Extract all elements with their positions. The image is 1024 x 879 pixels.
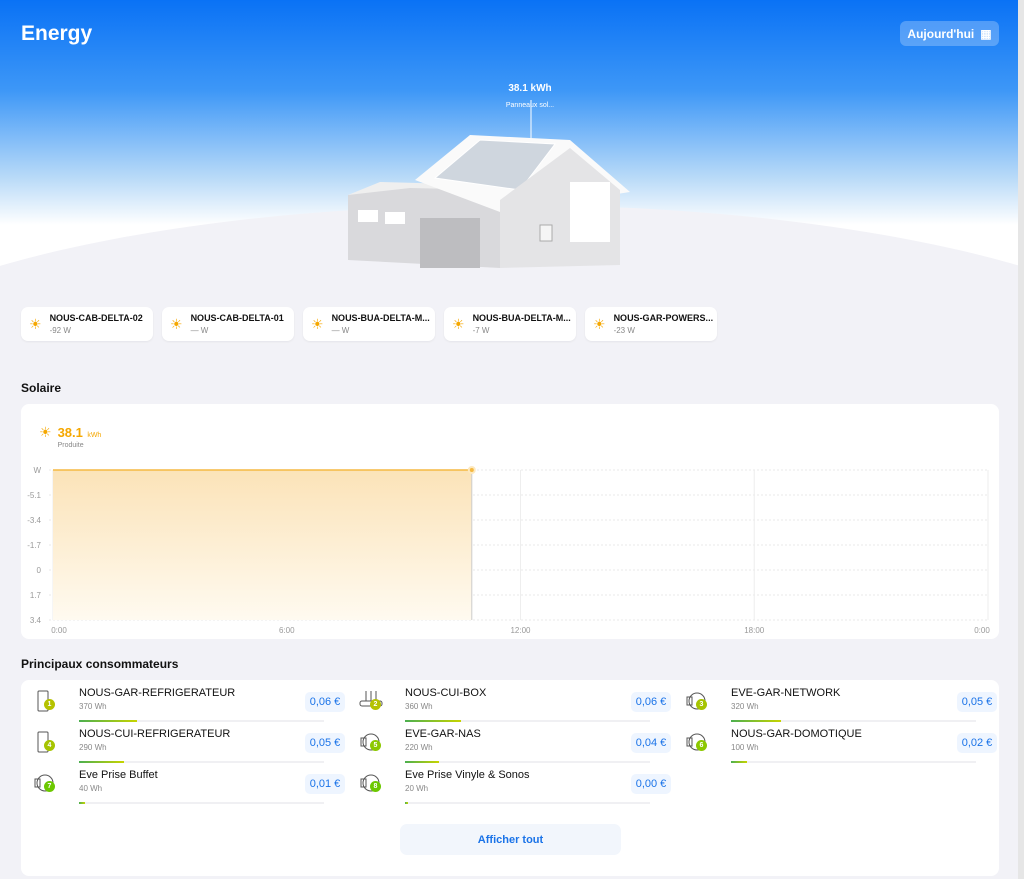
- device-card[interactable]: ☀ NOUS-BUA-DELTA-M... -7 W: [444, 307, 576, 341]
- house-illustration: [348, 100, 630, 268]
- date-button[interactable]: Aujourd'hui ▦: [900, 21, 999, 46]
- consumption-bar: [731, 720, 976, 722]
- x-tick-label: 12:00: [510, 626, 531, 635]
- device-list: ☀ NOUS-CAB-DELTA-02 -92 W ☀ NOUS-CAB-DELTA-0…: [21, 307, 717, 341]
- consumer-item[interactable]: 5 EVE-GAR-NAS 220 Wh 0,04 €: [358, 726, 671, 764]
- solar-card: ☀ 38.1 kWh Produite W -5.1 -3.4 -1.7 0 1.7 3.4 0…: [21, 404, 999, 639]
- consumption-bar: [405, 761, 650, 763]
- y-tick-label: 1.7: [30, 591, 42, 600]
- consumer-item[interactable]: 7 Eve Prise Buffet 40 Wh 0,01 €: [32, 767, 345, 805]
- consumer-item[interactable]: 4 NOUS-CUI-REFRIGERATEUR 290 Wh 0,05 €: [32, 726, 345, 764]
- solar-chart[interactable]: W -5.1 -3.4 -1.7 0 1.7 3.4 0:00 6:00 12:00 18:00 0:…: [21, 404, 999, 639]
- sun-icon: ☀: [452, 315, 465, 332]
- solar-total[interactable]: 38.1 kWh Panneaux sol...: [505, 83, 555, 109]
- sun-icon: ☀: [311, 315, 324, 332]
- consumption-bar: [731, 761, 976, 763]
- y-tick-label: -5.1: [27, 491, 41, 500]
- consumer-item[interactable]: 2 NOUS-CUI-BOX 360 Wh 0,06 €: [358, 685, 671, 723]
- consumption-bar: [79, 802, 324, 804]
- consumption-bar: [405, 802, 650, 804]
- page-title: Energy: [21, 22, 93, 45]
- sun-icon: ☀: [39, 424, 52, 440]
- y-tick-label: -3.4: [27, 516, 41, 525]
- x-tick-label: 18:00: [744, 626, 765, 635]
- data-point[interactable]: [467, 466, 476, 474]
- y-tick-label: W: [33, 466, 41, 475]
- y-tick-label: 3.4: [30, 616, 42, 625]
- consumer-item[interactable]: 1 NOUS-GAR-REFRIGERATEUR 370 Wh 0,06 €: [32, 685, 345, 723]
- y-tick-label: 0: [37, 566, 42, 575]
- device-card[interactable]: ☀ NOUS-CAB-DELTA-02 -92 W: [21, 307, 153, 341]
- scrollbar[interactable]: [1018, 0, 1024, 879]
- device-card[interactable]: ☀ NOUS-BUA-DELTA-M... — W: [303, 307, 435, 341]
- solar-area: [53, 470, 472, 620]
- calendar-icon: ▦: [980, 26, 992, 41]
- consumers-card: Afficher tout 1 NOUS-GAR-REFRIGERATEUR 3…: [21, 680, 999, 876]
- consumers-heading: Principaux consommateurs: [21, 657, 179, 671]
- consumer-item[interactable]: 6 NOUS-GAR-DOMOTIQUE 100 Wh 0,02 €: [684, 726, 997, 764]
- solar-heading: Solaire: [21, 381, 62, 395]
- device-card[interactable]: ☀ NOUS-CAB-DELTA-01— W: [162, 307, 294, 341]
- sun-icon: ☀: [593, 315, 606, 332]
- x-tick-label: 0:00: [974, 626, 990, 635]
- device-card[interactable]: ☀ NOUS-GAR-POWERS... -23 W: [585, 307, 717, 341]
- consumption-bar: [79, 720, 324, 722]
- consumption-bar: [79, 761, 324, 763]
- x-tick-label: 6:00: [279, 626, 295, 635]
- consumption-bar: [405, 720, 650, 722]
- show-all-button[interactable]: Afficher tout: [400, 824, 621, 855]
- hero: Energy Aujourd'hui ▦ 38.1 kWh Panneaux sol…: [0, 0, 1018, 300]
- sun-icon: ☀: [170, 315, 183, 332]
- x-tick-label: 0:00: [51, 626, 67, 635]
- consumer-item[interactable]: 8 Eve Prise Vinyle & Sonos 20 Wh 0,00 €: [358, 767, 671, 805]
- consumer-item[interactable]: 3 EVE-GAR-NETWORK 320 Wh 0,05 €: [684, 685, 997, 723]
- sun-icon: ☀: [29, 315, 42, 332]
- y-tick-label: -1.7: [27, 541, 41, 550]
